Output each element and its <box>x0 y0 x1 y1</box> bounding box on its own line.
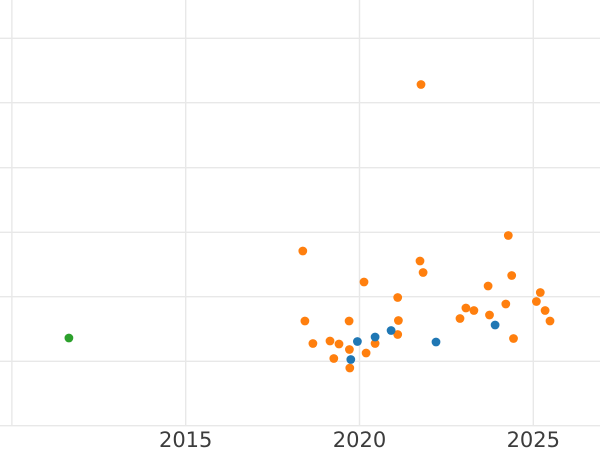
data-point-blue <box>386 326 396 335</box>
data-point-orange <box>393 330 403 339</box>
data-point-blue <box>353 337 362 346</box>
data-point-green <box>64 333 74 343</box>
data-point-orange <box>298 246 308 256</box>
data-point-orange <box>509 334 518 343</box>
data-point-orange <box>485 310 494 320</box>
data-point-orange <box>418 268 428 277</box>
data-point-orange <box>344 316 354 326</box>
data-point-orange <box>483 281 493 291</box>
data-point-blue <box>370 332 380 342</box>
data-point-orange <box>345 363 355 373</box>
data-point-orange <box>455 314 465 323</box>
data-point-blue <box>490 320 500 330</box>
data-point-orange <box>308 339 318 348</box>
data-point-orange <box>334 339 344 349</box>
data-point-orange <box>415 256 425 266</box>
data-point-orange <box>325 336 335 346</box>
x-tick-label-2025: 2025 <box>506 428 561 450</box>
data-point-orange <box>469 306 479 315</box>
data-point-orange <box>359 277 369 287</box>
data-point-orange <box>300 316 310 326</box>
data-point-orange <box>540 306 550 315</box>
data-point-orange <box>361 348 371 358</box>
data-point-orange <box>393 293 403 302</box>
data-point-orange <box>535 288 545 297</box>
x-tick-label-2015: 2015 <box>158 428 213 450</box>
data-point-orange <box>329 354 339 363</box>
data-point-orange <box>545 316 555 326</box>
data-point-blue <box>346 355 356 364</box>
x-tick-label-2020: 2020 <box>332 428 387 450</box>
data-point-blue <box>431 337 441 347</box>
data-point-orange <box>501 299 511 309</box>
data-point-orange <box>370 339 380 348</box>
data-point-orange <box>461 303 471 313</box>
data-point-orange <box>507 271 517 280</box>
data-point-orange <box>532 297 541 306</box>
data-point-orange <box>394 316 403 325</box>
data-point-orange <box>503 231 513 240</box>
data-point-orange <box>416 80 426 89</box>
data-point-orange <box>345 345 354 354</box>
